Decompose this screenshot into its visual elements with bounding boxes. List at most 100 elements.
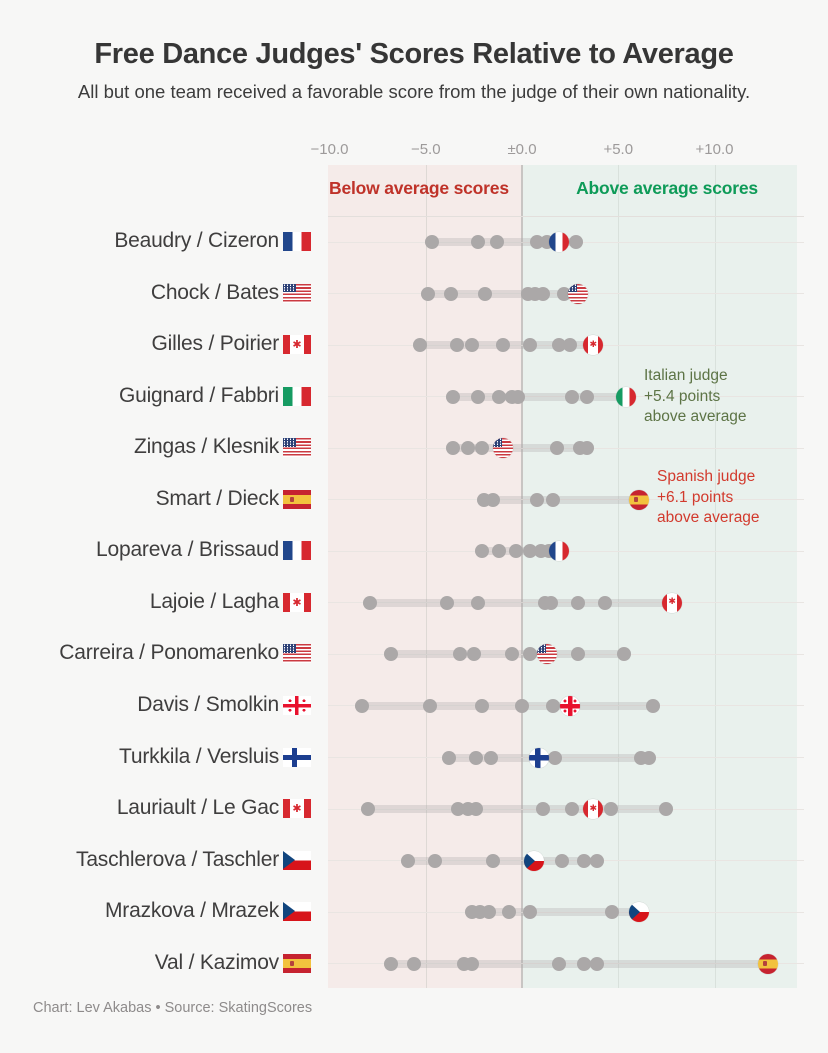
flag-icon-es: [283, 953, 311, 973]
team-label: Lajoie / Lagha: [149, 589, 279, 613]
own-judge-flag-dot-ge: [560, 695, 581, 716]
flag-icon-ge: [283, 695, 311, 715]
team-label: Zingas / Klesnik: [133, 435, 279, 459]
row-gridline: [328, 653, 804, 655]
judge-score-dot: [470, 595, 485, 610]
judge-score-dot: [509, 544, 524, 559]
judge-score-dot: [603, 802, 618, 817]
judge-score-dot: [441, 750, 456, 765]
judge-score-dot: [401, 853, 416, 868]
judge-score-dot: [576, 853, 591, 868]
page-title: Free Dance Judges' Scores Relative to Av…: [94, 38, 734, 70]
judge-score-dot: [453, 647, 468, 662]
below-average-label: Below average scores: [329, 178, 509, 198]
annotation-line: above average: [644, 408, 747, 425]
judge-score-dot: [536, 286, 551, 301]
judge-score-dot: [422, 698, 437, 713]
row-gridline: [328, 447, 804, 449]
judge-score-dot: [445, 389, 460, 404]
judge-score-dot: [361, 802, 375, 817]
gridline: [714, 165, 716, 988]
flag-icon-us: [283, 283, 311, 303]
row-gridline: [328, 911, 804, 913]
team-label: Mrazkova / Mrazek: [105, 899, 279, 923]
flag-icon-fi: [283, 747, 311, 767]
own-judge-flag-dot-fr: [548, 232, 569, 252]
judge-score-dot: [580, 389, 595, 404]
judge-score-dot: [445, 441, 460, 456]
team-label: Gilles / Poirier: [151, 332, 280, 356]
judge-score-dot: [407, 956, 422, 971]
flag-icon-fr: [283, 232, 311, 251]
own-judge-flag-dot-us: [492, 438, 513, 459]
page-subtitle: All but one team received a favorable sc…: [77, 81, 751, 102]
judge-score-dot: [522, 338, 537, 353]
judge-score-dot: [505, 647, 520, 662]
own-judge-flag-dot-us: [567, 283, 588, 304]
judge-score-dot: [565, 802, 580, 817]
judge-score-dot: [565, 389, 580, 404]
row-gridline: [328, 499, 804, 501]
judge-score-dot: [474, 698, 489, 713]
judge-score-dot: [568, 235, 583, 249]
own-judge-flag-dot-fi: [529, 747, 550, 768]
judge-score-dot: [549, 441, 564, 456]
judge-score-dot: [461, 441, 476, 456]
flag-icon-fr: [283, 541, 311, 561]
judge-score-dot: [428, 853, 443, 868]
judge-score-dot: [645, 698, 660, 713]
judge-score-dot: [443, 286, 458, 301]
judge-score-dot: [617, 647, 632, 662]
judge-score-dot: [545, 698, 560, 713]
judge-score-dot: [530, 492, 545, 507]
own-judge-flag-dot-us: [537, 644, 558, 665]
judge-score-dot: [491, 544, 506, 559]
annotation-line: Spanish judge: [657, 468, 756, 485]
judge-score-dot: [474, 441, 489, 456]
score-range-band: [464, 908, 647, 917]
judge-score-dot: [536, 802, 551, 817]
judge-score-dot: [424, 235, 439, 249]
header-separator-gridline: [328, 216, 804, 217]
team-label: Guignard / Fabbri: [118, 383, 279, 407]
score-range-band: [445, 392, 633, 401]
judge-score-dot: [545, 492, 560, 507]
below-average-region: [328, 165, 522, 988]
judge-score-dot: [470, 235, 485, 249]
judge-score-dot: [659, 802, 674, 817]
judge-score-dot: [412, 338, 427, 353]
judge-score-dot: [470, 389, 485, 404]
judge-score-dot: [474, 544, 489, 559]
judge-score-dot: [522, 647, 537, 662]
score-range-band: [401, 856, 605, 865]
gridline: [618, 165, 620, 988]
judge-score-dot: [468, 750, 483, 765]
row-gridline: [328, 963, 804, 965]
zero-line: [521, 165, 523, 988]
flag-icon-us: [283, 438, 311, 458]
judge-score-dot: [362, 595, 377, 610]
judge-score-dot: [355, 698, 370, 713]
judge-score-dot: [484, 750, 499, 765]
judge-score-dot: [570, 595, 585, 610]
judge-score-dot: [464, 956, 479, 971]
own-judge-flag-dot-fr: [548, 541, 569, 562]
judge-score-dot: [522, 905, 537, 920]
annotation-line: +5.4 points: [644, 387, 721, 405]
score-range-band: [445, 444, 595, 453]
judge-score-dot: [464, 338, 479, 353]
row-gridline: [328, 602, 804, 604]
judge-score-dot: [563, 338, 578, 353]
annotation-spanish-judge: Spanish judge +6.1 points above average: [657, 467, 760, 529]
judge-score-dot: [468, 802, 483, 817]
judge-score-dot: [605, 905, 620, 920]
team-label: Smart / Dieck: [155, 486, 280, 510]
judge-score-dot: [522, 544, 537, 559]
judge-score-dot: [384, 647, 399, 662]
score-range-band: [476, 495, 647, 504]
annotation-line: Italian judge: [644, 367, 728, 384]
judge-score-dot: [576, 956, 591, 971]
annotation-line: above average: [657, 509, 760, 526]
judge-score-dot: [486, 853, 501, 868]
